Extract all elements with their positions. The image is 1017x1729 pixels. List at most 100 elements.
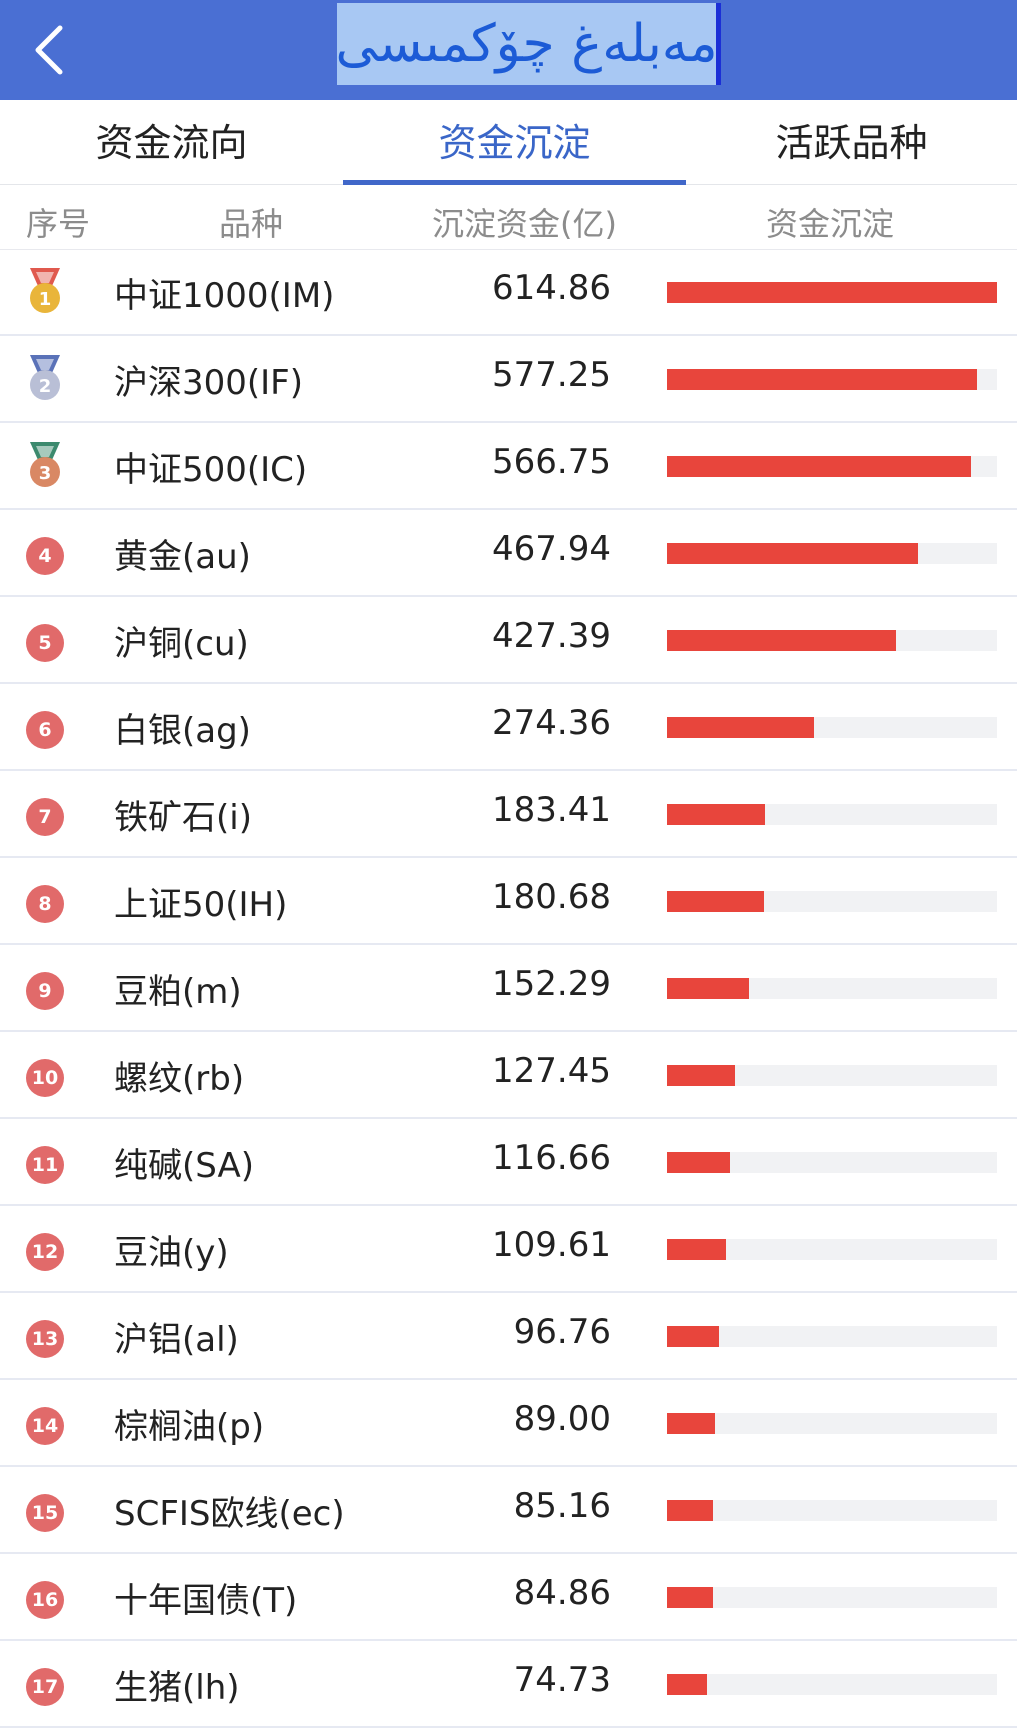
settlement-bar-track <box>667 1587 997 1608</box>
settlement-bar <box>667 1152 730 1173</box>
list-item[interactable]: 10 螺纹(rb) 127.45 <box>0 1033 1017 1119</box>
settled-amount: 109.61 <box>492 1225 611 1265</box>
settlement-bar <box>667 1674 708 1695</box>
list-item[interactable]: 13 沪铝(al) 96.76 <box>0 1294 1017 1380</box>
settled-amount: 274.36 <box>492 703 611 743</box>
settlement-bar-track <box>667 891 997 912</box>
variety-name: 中证500(IC) <box>114 450 308 490</box>
settled-amount: 152.29 <box>492 964 611 1004</box>
variety-name: 黄金(au) <box>114 537 251 577</box>
settlement-bar <box>667 456 972 477</box>
rank-badge: 4 <box>24 533 66 575</box>
list-item[interactable]: 9 豆粕(m) 152.29 <box>0 946 1017 1032</box>
page-title: مەبلەغ چۆكمىسى <box>337 3 721 85</box>
rank-number: 14 <box>26 1407 64 1445</box>
settlement-bar-track <box>667 1413 997 1434</box>
rank-badge: 16 <box>24 1577 66 1619</box>
rank-badge: 15 <box>24 1490 66 1532</box>
active-tab-indicator <box>343 180 686 185</box>
settlement-bar <box>667 804 766 825</box>
column-bar: 资金沉淀 <box>766 205 895 243</box>
svg-text:1: 1 <box>39 289 52 310</box>
rank-number: 15 <box>26 1494 64 1532</box>
settlement-bar <box>667 1587 713 1608</box>
ranking-list: 1 中证1000(IM) 614.86 2 沪深300(IF) 577.25 3 中证500(… <box>0 250 1017 1729</box>
list-item[interactable]: 11 纯碱(SA) 116.66 <box>0 1120 1017 1206</box>
rank-number: 9 <box>26 972 64 1010</box>
settlement-bar-track <box>667 369 997 390</box>
list-item[interactable]: 6 白银(ag) 274.36 <box>0 685 1017 771</box>
list-item[interactable]: 5 沪铜(cu) 427.39 <box>0 598 1017 684</box>
settlement-bar <box>667 630 897 651</box>
list-item[interactable]: 7 铁矿石(i) 183.41 <box>0 772 1017 858</box>
list-item[interactable]: 15 SCFIS欧线(ec) 85.16 <box>0 1468 1017 1554</box>
settlement-bar <box>667 1500 713 1521</box>
list-item[interactable]: 4 黄金(au) 467.94 <box>0 511 1017 597</box>
settlement-bar-track <box>667 1674 997 1695</box>
settled-amount: 89.00 <box>513 1399 611 1439</box>
settled-amount: 127.45 <box>492 1051 611 1091</box>
settlement-bar <box>667 1413 715 1434</box>
list-item[interactable]: 2 沪深300(IF) 577.25 <box>0 337 1017 423</box>
rank-number: 12 <box>26 1233 64 1271</box>
list-item[interactable]: 14 棕榈油(p) 89.00 <box>0 1381 1017 1467</box>
column-rank: 序号 <box>26 205 91 243</box>
settlement-bar <box>667 1065 736 1086</box>
settlement-bar <box>667 717 815 738</box>
settled-amount: 467.94 <box>492 529 611 569</box>
rank-badge: 7 <box>24 794 66 836</box>
settlement-bar-track <box>667 630 997 651</box>
tab-capital-settlement[interactable]: 资金沉淀 <box>438 121 591 165</box>
variety-name: 中证1000(IM) <box>114 276 335 316</box>
rank-badge: 9 <box>24 968 66 1010</box>
back-button[interactable] <box>26 22 76 78</box>
rank-number: 6 <box>26 711 64 749</box>
variety-name: 沪深300(IF) <box>114 363 304 403</box>
medal-icon: 1 <box>24 268 66 314</box>
settled-amount: 84.86 <box>513 1573 611 1613</box>
variety-name: 棕榈油(p) <box>114 1407 265 1447</box>
chevron-left-icon <box>35 25 63 75</box>
list-item[interactable]: 17 生猪(lh) 74.73 <box>0 1642 1017 1728</box>
variety-name: 豆油(y) <box>114 1233 229 1273</box>
list-item[interactable]: 12 豆油(y) 109.61 <box>0 1207 1017 1293</box>
svg-text:2: 2 <box>39 376 52 397</box>
rank-number: 16 <box>26 1581 64 1619</box>
settlement-bar-track <box>667 978 997 999</box>
settlement-bar-track <box>667 1239 997 1260</box>
list-item[interactable]: 3 中证500(IC) 566.75 <box>0 424 1017 510</box>
tab-active-varieties[interactable]: 活跃品种 <box>775 121 928 165</box>
tab-capital-flow[interactable]: 资金流向 <box>95 121 248 165</box>
column-amount: 沉淀资金(亿) <box>432 205 617 243</box>
rank-badge: 10 <box>24 1055 66 1097</box>
settled-amount: 577.25 <box>492 355 611 395</box>
rank-number: 7 <box>26 798 64 836</box>
settlement-bar-track <box>667 1500 997 1521</box>
rank-badge: 5 <box>24 620 66 662</box>
variety-name: 白银(ag) <box>114 711 251 751</box>
svg-text:3: 3 <box>39 463 52 484</box>
column-header: 序号 品种 沉淀资金(亿) 资金沉淀 <box>0 185 1017 250</box>
list-item[interactable]: 8 上证50(IH) 180.68 <box>0 859 1017 945</box>
settled-amount: 85.16 <box>513 1486 611 1526</box>
settlement-bar-track <box>667 1065 997 1086</box>
variety-name: 沪铜(cu) <box>114 624 249 664</box>
rank-badge: 17 <box>24 1664 66 1706</box>
settled-amount: 96.76 <box>513 1312 611 1352</box>
list-item[interactable]: 1 中证1000(IM) 614.86 <box>0 250 1017 336</box>
settled-amount: 614.86 <box>492 268 611 308</box>
variety-name: 十年国债(T) <box>114 1581 298 1621</box>
variety-name: 螺纹(rb) <box>114 1059 245 1099</box>
rank-number: 4 <box>26 537 64 575</box>
settlement-bar <box>667 1326 719 1347</box>
app-header: مەبلەغ چۆكمىسى <box>0 0 1017 100</box>
settlement-bar-track <box>667 282 997 303</box>
tab-bar: 资金流向 资金沉淀 活跃品种 <box>0 100 1017 185</box>
list-item[interactable]: 16 十年国债(T) 84.86 <box>0 1555 1017 1641</box>
rank-number: 17 <box>26 1668 64 1706</box>
settlement-bar <box>667 369 977 390</box>
settlement-bar <box>667 543 919 564</box>
settlement-bar <box>667 1239 726 1260</box>
settled-amount: 183.41 <box>492 790 611 830</box>
settlement-bar-track <box>667 543 997 564</box>
